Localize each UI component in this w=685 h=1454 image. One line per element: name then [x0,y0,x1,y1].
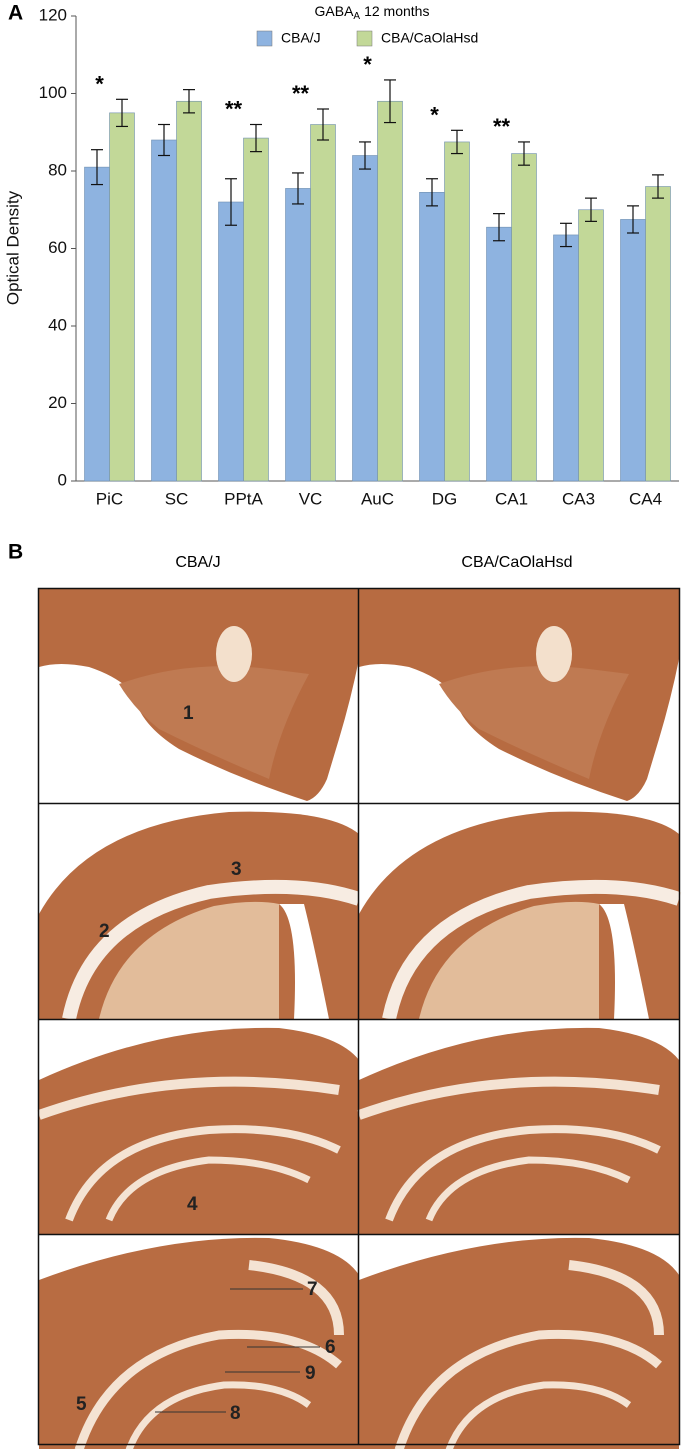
region-label: 1 [183,703,194,724]
y-tick-label: 0 [58,470,67,489]
error-bar [585,197,597,222]
bar [285,188,311,482]
region-label: 2 [99,921,110,942]
region-label: 4 [187,1194,198,1215]
bar [151,139,177,482]
column-header: CBA/J [175,554,220,571]
error-bar [292,172,304,205]
grid-frame [37,587,681,1446]
bar [176,100,202,482]
error-bar [627,205,639,234]
bar [444,141,470,482]
legend-swatch [256,30,273,47]
column-header: CBA/CaOlaHsd [461,554,572,571]
error-bar [225,178,237,226]
error-bar [560,222,572,248]
error-bar [359,141,371,170]
legend-label: CBA/J [281,30,321,46]
bar [486,226,512,482]
x-tick-label: CA1 [495,489,528,508]
micrograph [39,589,359,804]
legend-label: CBA/CaOlaHsd [381,30,478,46]
significance-marker: * [430,102,439,127]
bar [84,166,110,482]
y-tick-label: 40 [48,315,67,334]
bar [218,201,244,482]
title-rest: 12 months [364,3,429,19]
micrograph [359,1020,679,1235]
legend-swatch [356,30,373,47]
region-label: 3 [231,859,242,880]
x-tick-label: VC [299,489,323,508]
x-tick-label: CA3 [562,489,595,508]
error-bar [116,98,128,128]
micrograph [359,1235,679,1449]
y-axis-label: Optical Density [3,190,22,305]
micrograph [359,804,679,1019]
error-bar [426,178,438,207]
region-label: 9 [305,1363,316,1384]
region-label: 7 [307,1279,318,1300]
bar [352,155,378,482]
x-tick-label: SC [165,489,189,508]
panel-b: B CBA/J CBA/CaOlaHsd 1 2 3 4 5 6 7 8 9 [8,541,680,1449]
x-tick-label: DG [432,489,458,508]
panel-label: A [8,2,23,25]
error-bar [250,123,262,153]
error-bar [91,149,103,186]
bar [419,192,445,482]
error-bar [451,129,463,155]
significance-marker: ** [292,81,310,106]
y-tick-label: 60 [48,238,67,257]
y-tick-label: 120 [39,5,67,24]
bar [109,112,135,482]
x-tick-label: PPtA [224,489,263,508]
y-tick-label: 20 [48,393,67,412]
error-bar [317,108,329,141]
error-bar [518,141,530,166]
error-bar [158,123,170,157]
region-label: 8 [230,1403,241,1424]
y-tick-label: 80 [48,160,67,179]
significance-marker: * [95,71,104,96]
micrograph [359,589,679,804]
bar [243,137,269,482]
bar [511,153,537,482]
panel-label: B [8,541,23,564]
significance-marker: ** [225,97,243,122]
bar [645,186,671,482]
x-tick-label: CA4 [629,489,662,508]
micrograph [39,1235,359,1449]
region-label: 6 [325,1337,336,1358]
region-label: 5 [76,1394,87,1415]
significance-marker: ** [493,114,511,139]
title-main: GABA [315,3,355,19]
y-tick-label: 100 [39,83,67,102]
bar [620,219,646,482]
leader-lines [155,1288,320,1413]
bar [310,124,336,482]
x-tick-label: PiC [96,489,123,508]
micrograph [39,1020,359,1235]
bar [377,100,403,482]
error-bar [493,213,505,242]
bar [578,209,604,482]
bar [553,234,579,482]
significance-marker: * [363,52,372,77]
error-bar [384,79,396,124]
chart-title: GABAA 12 months [315,3,430,22]
error-bar [183,89,195,114]
x-tick-label: AuC [361,489,394,508]
micrograph [39,804,359,1019]
error-bar [652,174,664,199]
title-sub: A [353,11,360,22]
